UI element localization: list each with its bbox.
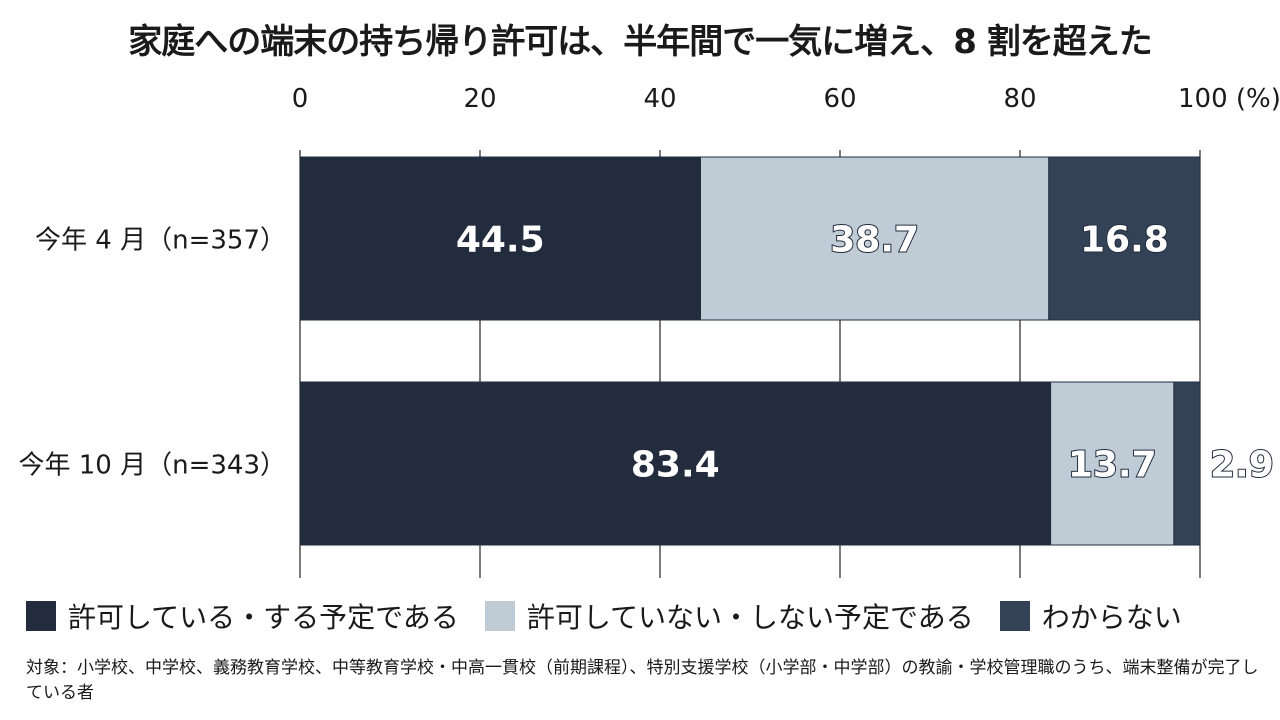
legend-label-allowed: 許可している・する予定である <box>68 601 459 634</box>
chart-title: 家庭への端末の持ち帰り許可は、半年間で一気に増え、8 割を超えた <box>128 22 1153 62</box>
legend-label-not-allowed: 許可していない・しない予定である <box>526 601 974 634</box>
data-label: 13.7 <box>1068 445 1157 486</box>
legend-item-not-allowed: 許可していない・しない予定である <box>484 596 974 636</box>
legend-swatch-unknown <box>999 601 1030 631</box>
x-tick-label: 0 <box>292 84 309 114</box>
footnote: 対象：小学校、中学校、義務教育学校、中等教育学校・中高一貫校（前期課程）、特別支… <box>26 658 1259 703</box>
x-tick-label: 60 <box>823 84 856 114</box>
stacked-bar-chart: 0 20 40 60 80 100 (%) 今年 4 月（n=357） 今年 10 月（n=3… <box>18 84 1280 578</box>
bar-segment <box>1050 381 1175 546</box>
bar-segment <box>1048 156 1201 321</box>
category-label: 今年 10 月（n=343） <box>18 451 286 481</box>
x-tick-label: 20 <box>463 84 496 114</box>
x-tick-label: 80 <box>1003 84 1036 114</box>
legend-item-unknown: わからない <box>999 596 1182 636</box>
bar-segment <box>1173 381 1201 546</box>
legend-label-unknown: わからない <box>1041 601 1182 634</box>
legend-swatch-allowed <box>26 601 56 631</box>
x-tick-label: 100 (%) <box>1178 84 1280 114</box>
data-label: 83.4 <box>631 445 720 486</box>
bar-segment <box>700 156 1050 321</box>
bar-segment <box>299 381 1052 546</box>
legend: 許可している・する予定である 許可していない・しない予定である わからない <box>26 596 1208 636</box>
legend-swatch-not-allowed <box>484 601 515 631</box>
data-label: 2.9 <box>1210 445 1274 486</box>
x-tick-label: 40 <box>643 84 676 114</box>
legend-item-allowed: 許可している・する予定である <box>26 596 459 636</box>
category-label: 今年 4 月（n=357） <box>35 226 286 256</box>
data-label: 38.7 <box>830 220 919 261</box>
data-label: 44.5 <box>456 220 545 261</box>
data-label: 16.8 <box>1080 220 1169 261</box>
